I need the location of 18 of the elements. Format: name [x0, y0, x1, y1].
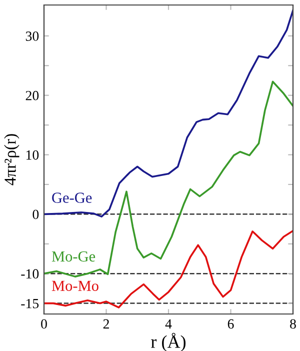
x-tick-label: 2	[103, 319, 109, 328]
line-series	[44, 9, 293, 218]
line-series	[44, 230, 293, 308]
y-axis-title: 4πr²ρ(r)	[4, 134, 20, 186]
y-tick-label: 0	[32, 210, 39, 220]
x-tick-label: 6	[228, 319, 234, 329]
x-tick-label: 8	[290, 319, 296, 329]
series-label: Ge-Ge	[52, 192, 92, 203]
line-series	[44, 80, 293, 278]
y-tick-label: 10	[26, 150, 39, 160]
x-tick-label: 4	[165, 319, 172, 328]
series-label: Mo-Ge	[52, 251, 96, 262]
y-tick-label: 30	[26, 31, 39, 41]
y-tick-label: -10	[21, 269, 39, 279]
x-tick-label: 0	[41, 319, 47, 329]
y-tick-label: 20	[26, 90, 39, 100]
series-label: Mo-Mo	[52, 280, 98, 291]
y-tick-label: -15	[21, 298, 39, 308]
